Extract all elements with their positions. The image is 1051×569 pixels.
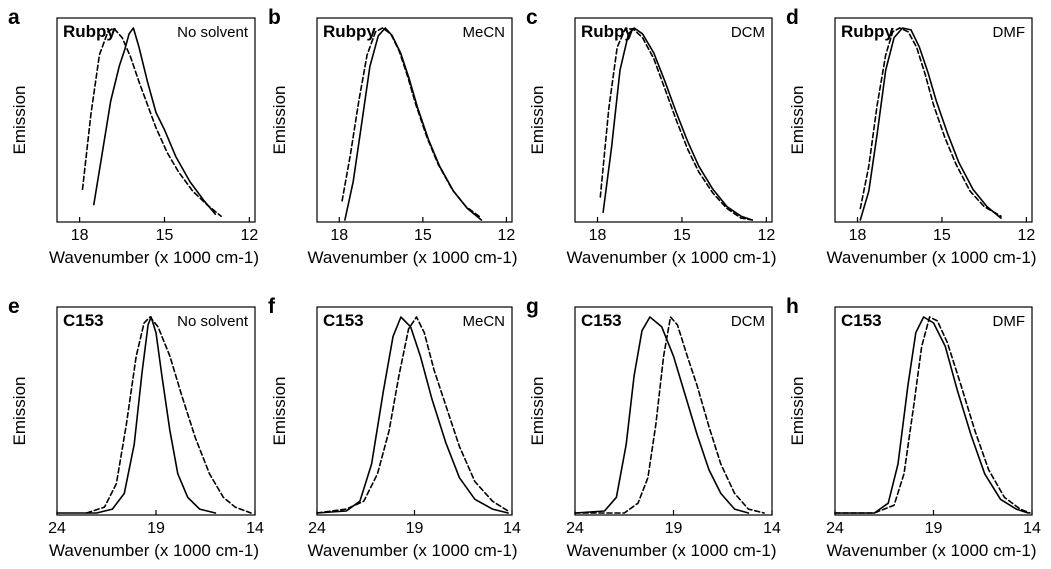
y-axis-label-b: Emission [270,86,289,155]
series-solid-d [859,27,1002,221]
series-dashed-c [599,27,754,221]
x-tick-label-c-1: 15 [673,227,691,244]
condition-label-h: DMF [993,313,1026,330]
x-axis-label-a: Wavenumber (x 1000 cm-1) [49,248,259,267]
x-axis-label-h: Wavenumber (x 1000 cm-1) [826,541,1036,560]
x-tick-label-d-1: 15 [933,227,951,244]
series-dashed-d [859,27,1002,217]
x-tick-label-a-0: 18 [71,227,89,244]
x-tick-label-h-0: 24 [826,520,844,537]
y-axis-label-a: Emission [10,86,29,155]
x-axis-label-g: Wavenumber (x 1000 cm-1) [566,541,776,560]
sample-label-d: Rubpy [841,22,894,41]
sample-label-b: Rubpy [323,22,376,41]
x-axis-label-f: Wavenumber (x 1000 cm-1) [307,541,517,560]
series-solid-e [56,316,217,514]
plot-frame-c [574,17,773,223]
x-tick-label-f-1: 19 [406,520,424,537]
x-tick-label-e-1: 19 [147,520,165,537]
x-tick-label-c-0: 18 [589,227,607,244]
condition-label-b: MeCN [462,24,505,41]
panel-label-g: g [526,295,539,318]
plot-frame-h [834,306,1033,516]
series-dashed-g [574,316,765,514]
x-axis-label-b: Wavenumber (x 1000 cm-1) [307,248,517,267]
plot-frame-a [56,17,256,223]
sample-label-c: Rubpy [581,22,634,41]
series-solid-g [574,316,750,514]
x-tick-label-d-0: 18 [849,227,867,244]
x-tick-label-a-1: 15 [156,227,174,244]
panel-label-f: f [268,295,276,318]
panel-label-a: a [8,6,20,29]
condition-label-a: No solvent [177,24,249,41]
series-solid-f [316,316,509,514]
series-dashed-e [85,316,252,514]
x-tick-label-d-2: 12 [1017,227,1035,244]
x-tick-label-b-1: 15 [414,227,432,244]
series-solid-c [602,27,754,221]
panel-label-d: d [786,6,799,29]
sample-label-f: C153 [323,311,364,330]
plot-frame-b [316,17,513,223]
sample-label-e: C153 [63,311,104,330]
sample-label-g: C153 [581,311,622,330]
condition-label-g: DCM [731,313,765,330]
x-tick-label-f-0: 24 [308,520,326,537]
x-tick-label-b-2: 12 [498,227,516,244]
x-tick-label-e-0: 24 [48,520,66,537]
series-solid-a [93,27,217,215]
series-dashed-a [81,27,222,217]
sample-label-a: Rubpy [63,22,116,41]
plot-frame-d [834,17,1033,223]
y-axis-label-d: Emission [788,86,807,155]
x-axis-label-c: Wavenumber (x 1000 cm-1) [566,248,776,267]
condition-label-f: MeCN [462,313,505,330]
x-tick-label-c-2: 12 [757,227,775,244]
x-tick-label-a-2: 12 [240,227,258,244]
series-dashed-b [341,27,483,219]
x-tick-label-g-0: 24 [566,520,584,537]
x-tick-label-b-0: 18 [330,227,348,244]
panel-label-h: h [786,295,799,318]
sample-label-h: C153 [841,311,882,330]
x-tick-label-g-1: 19 [665,520,683,537]
y-axis-label-g: Emission [528,377,547,446]
x-tick-label-f-2: 14 [503,520,521,537]
condition-label-e: No solvent [177,313,249,330]
x-axis-label-e: Wavenumber (x 1000 cm-1) [49,541,259,560]
x-tick-label-e-2: 14 [246,520,264,537]
x-axis-label-d: Wavenumber (x 1000 cm-1) [826,248,1036,267]
x-tick-label-h-2: 14 [1023,520,1041,537]
series-solid-h [834,316,1029,514]
series-dashed-f [316,316,509,514]
y-axis-label-f: Emission [270,377,289,446]
series-dashed-h [834,316,1031,514]
x-tick-label-h-1: 19 [925,520,943,537]
condition-label-c: DCM [731,24,765,41]
panel-label-b: b [268,6,281,29]
panel-label-c: c [526,6,538,29]
panel-label-e: e [8,295,20,318]
plot-frame-g [574,306,773,516]
y-axis-label-h: Emission [788,377,807,446]
condition-label-d: DMF [993,24,1026,41]
y-axis-label-e: Emission [10,377,29,446]
series-solid-b [344,27,483,221]
x-tick-label-g-2: 14 [763,520,781,537]
y-axis-label-c: Emission [528,86,547,155]
